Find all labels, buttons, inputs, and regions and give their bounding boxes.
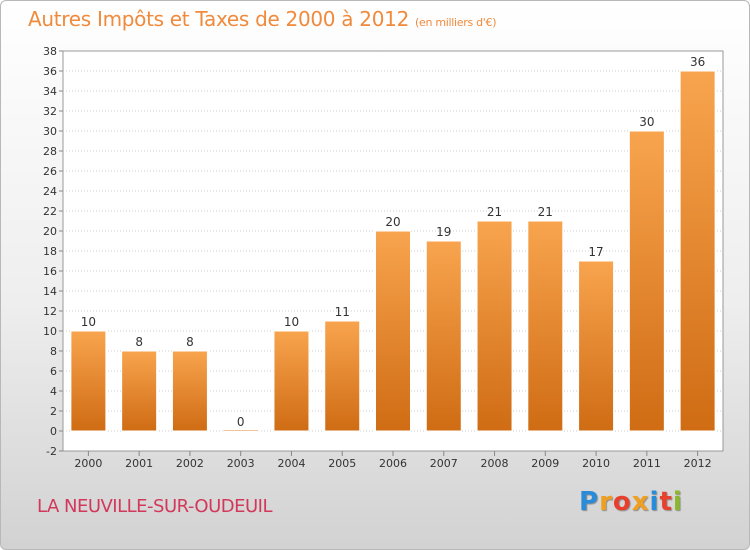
y-tick-label: 20 [43,225,57,238]
y-tick-label: 14 [43,285,57,298]
data-label-2008: 21 [487,205,502,219]
bar-2001 [121,350,158,432]
bar-2012 [679,70,716,432]
data-label-2004: 10 [284,315,299,329]
brand-letter: x [631,487,650,517]
bar-2005 [324,320,361,432]
y-tick-label: 24 [43,185,57,198]
data-label-2011: 30 [639,115,654,129]
bar-2004 [273,330,310,432]
y-tick-label: 4 [50,385,57,398]
y-tick-label: 12 [43,305,57,318]
x-tick-label-2008: 2008 [481,457,509,470]
x-tick-label-2007: 2007 [430,457,458,470]
data-label-2005: 11 [335,305,350,319]
y-tick-label: 18 [43,245,57,258]
y-tick-label: 32 [43,105,57,118]
y-tick-label: 28 [43,145,57,158]
brand-letter: P [579,487,600,517]
commune-name: LA NEUVILLE-SUR-OUDEUIL [37,496,273,517]
y-tick-label: 16 [43,265,57,278]
y-tick-label: 38 [43,45,57,58]
data-label-2001: 8 [135,335,143,349]
chart-title-text: Autres Impôts et Taxes de 2000 à 2012 [28,7,409,31]
brand-letter: o [612,487,632,517]
bar-2006 [375,230,411,432]
x-tick-label-2002: 2002 [176,457,204,470]
y-tick-label: 26 [43,165,57,178]
bar-2007 [425,240,462,432]
data-label-2007: 19 [436,225,451,239]
x-tick-label-2001: 2001 [125,457,153,470]
data-label-2003: 0 [237,415,245,429]
y-tick-label: 0 [50,425,57,438]
brand-letter: i [672,487,683,517]
bar-2002 [171,350,208,432]
y-tick-label: -2 [46,445,57,458]
bar-2011 [628,130,665,432]
x-axis-ticks: 2000 2001 2002 2003 2004 2005 2006 2007 2008 2009… [74,451,712,470]
x-tick-label-2003: 2003 [227,457,255,470]
brand-letter: t [659,487,673,517]
y-tick-label: 10 [43,325,57,338]
y-tick-label: 22 [43,205,57,218]
bar-2008 [476,220,513,432]
y-tick-label: 30 [43,125,57,138]
data-label-2009: 21 [538,205,553,219]
y-tick-label: 8 [50,345,57,358]
chart-title: Autres Impôts et Taxes de 2000 à 2012 (en… [28,7,496,31]
bar-2003 [222,429,259,432]
data-label-2010: 17 [588,245,603,259]
brand-letter: r [599,487,613,517]
x-tick-label-2010: 2010 [582,457,610,470]
x-tick-label-2005: 2005 [328,457,356,470]
data-label-2006: 20 [385,215,400,229]
data-label-2012: 36 [690,55,705,69]
x-tick-label-2000: 2000 [74,457,102,470]
y-tick-label: 36 [43,65,57,78]
y-tick-label: 34 [43,85,57,98]
x-tick-label-2011: 2011 [633,457,661,470]
data-label-2002: 8 [186,335,194,349]
bar-2010 [578,260,615,432]
y-tick-label: 6 [50,365,57,378]
x-tick-label-2009: 2009 [531,457,559,470]
brand-logo: Proxiti [579,487,683,517]
x-tick-label-2012: 2012 [684,457,712,470]
bar-2009 [527,220,564,432]
y-tick-label: 2 [50,405,57,418]
x-tick-label-2004: 2004 [277,457,305,470]
bar-2000 [70,330,107,432]
bar-series: 10 8 8 0 10 11 20 19 21 21 17 30 36 [70,55,716,432]
chart-unit: (en milliers d'€) [415,16,497,29]
brand-letter: i [649,487,660,517]
data-label-2000: 10 [81,315,96,329]
x-tick-label-2006: 2006 [379,457,407,470]
